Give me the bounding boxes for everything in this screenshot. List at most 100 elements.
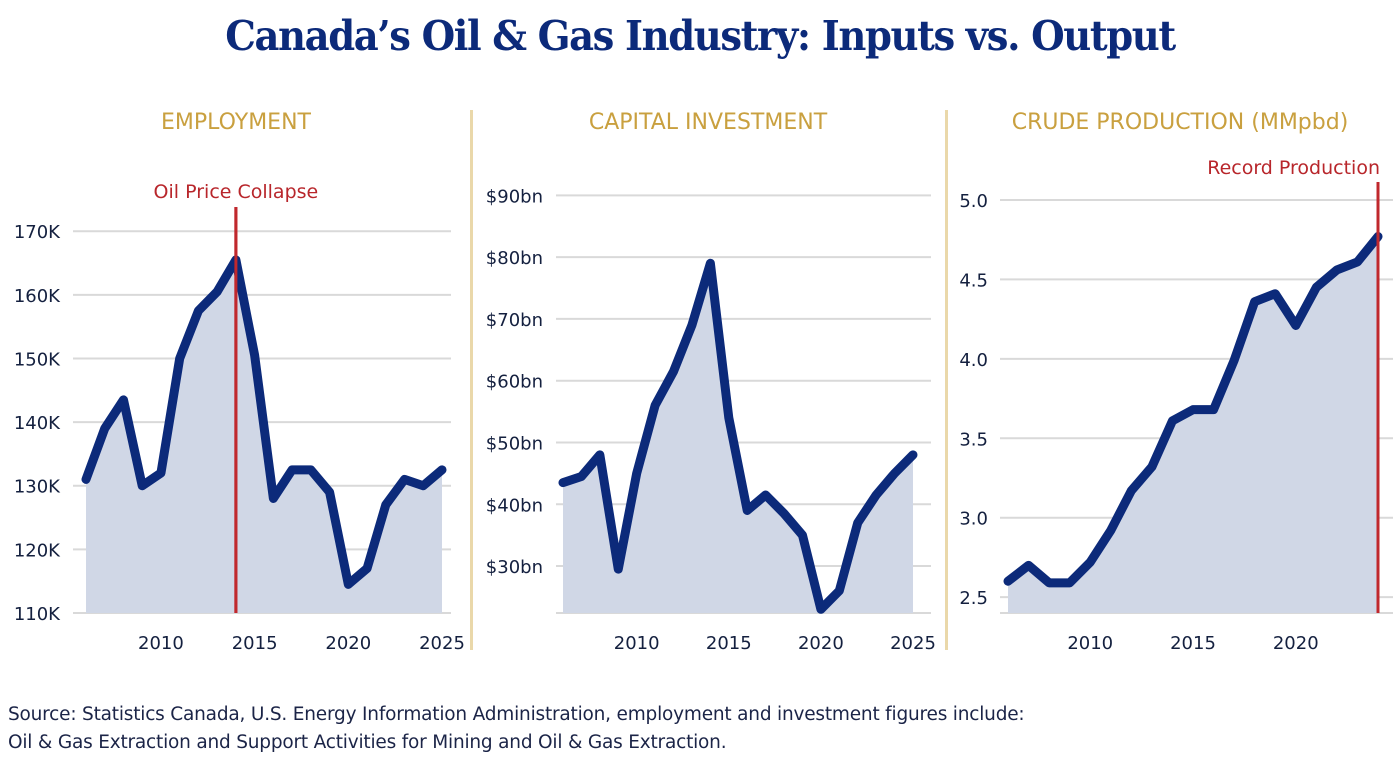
data-point [1274, 292, 1277, 295]
data-point [1233, 359, 1236, 362]
annotation-label: Record Production [1207, 157, 1380, 179]
data-point [1192, 408, 1194, 411]
data-point [1007, 580, 1009, 583]
data-point [178, 357, 181, 360]
data-point [1315, 286, 1318, 289]
data-point [197, 309, 200, 312]
data-point [1356, 260, 1359, 263]
data-point [709, 262, 712, 265]
panel-divider [470, 110, 473, 650]
x-tick-label: 2020 [325, 633, 371, 654]
data-point [253, 354, 256, 357]
data-point [635, 472, 638, 475]
data-point [783, 512, 786, 515]
chart-title: Canada’s Oil & Gas Industry: Inputs vs. … [225, 12, 1176, 60]
crude-production-panel-title: CRUDE PRODUCTION (MMpbd) [1011, 110, 1349, 135]
data-point [672, 370, 675, 373]
y-tick-label: 2.5 [959, 588, 988, 609]
capital-investment-chart: $30bn $40bn $50bn $60bn $70bn $80bn $90bn 2010 2… [486, 186, 936, 654]
y-tick-label: 120K [14, 540, 61, 561]
y-tick-label: $90bn [486, 186, 543, 207]
employment-panel-title: EMPLOYMENT [161, 110, 311, 135]
data-point [727, 416, 730, 419]
data-point [1253, 300, 1256, 303]
data-point [103, 427, 106, 430]
x-tick-label: 2015 [232, 633, 278, 654]
y-tick-label: 4.0 [959, 350, 988, 371]
data-point [562, 481, 564, 484]
y-tick-label: $70bn [486, 310, 543, 331]
data-point [1212, 408, 1215, 411]
y-tick-label: 160K [14, 286, 61, 307]
data-point [912, 453, 914, 456]
data-point [291, 468, 294, 471]
data-point [141, 484, 144, 487]
data-point [654, 404, 657, 407]
y-tick-label: $40bn [486, 495, 543, 516]
x-tick-label: 2020 [798, 633, 844, 654]
data-point [159, 472, 162, 475]
data-point [403, 478, 406, 481]
data-point [1171, 419, 1174, 422]
series-line [558, 258, 918, 614]
data-point [1109, 529, 1112, 532]
data-point [1068, 581, 1071, 584]
x-tick-label: 2020 [1273, 633, 1319, 654]
x-tick-label: 2010 [1067, 633, 1113, 654]
data-point [441, 468, 443, 471]
data-point [819, 608, 822, 611]
data-point [328, 491, 331, 494]
data-point [1294, 324, 1297, 327]
data-point [746, 509, 749, 512]
y-tick-label: 150K [14, 349, 61, 370]
x-tick-label: 2015 [706, 633, 752, 654]
data-point [1089, 561, 1092, 564]
y-tick-label: $30bn [486, 557, 543, 578]
y-tick-label: 110K [14, 604, 61, 625]
y-tick-label: 3.0 [959, 509, 988, 530]
data-point [384, 503, 387, 506]
data-point [366, 567, 369, 570]
source-note: Source: Statistics Canada, U.S. Energy I… [8, 701, 1025, 757]
x-tick-label: 2025 [419, 633, 465, 654]
data-point [838, 589, 841, 592]
y-tick-label: 5.0 [959, 191, 988, 212]
data-point [1048, 581, 1051, 584]
source-line-1: Source: Statistics Canada, U.S. Energy I… [8, 704, 1025, 725]
data-point [875, 493, 878, 496]
y-tick-label: $80bn [486, 248, 543, 269]
data-point [122, 398, 125, 401]
data-point [690, 324, 693, 327]
data-point [598, 453, 601, 456]
x-tick-label: 2015 [1170, 633, 1216, 654]
data-point [801, 534, 804, 537]
data-point [422, 484, 425, 487]
x-tick-label: 2010 [138, 633, 184, 654]
data-point [85, 478, 87, 481]
source-line-2: Oil & Gas Extraction and Support Activit… [8, 732, 727, 753]
data-point [309, 468, 312, 471]
capital-investment-panel-title: CAPITAL INVESTMENT [588, 110, 828, 135]
x-tick-label: 2010 [614, 633, 660, 654]
data-point [1335, 268, 1338, 271]
data-point [893, 472, 896, 475]
area-fill [1008, 236, 1378, 614]
data-point [272, 497, 275, 500]
data-point [580, 475, 583, 478]
data-point [1150, 465, 1153, 468]
data-point [1130, 489, 1133, 492]
data-point [1027, 564, 1030, 567]
data-point [216, 290, 219, 293]
data-point [764, 493, 767, 496]
panel-divider [945, 110, 948, 650]
x-tick-label: 2025 [890, 633, 936, 654]
y-tick-label: 170K [14, 222, 61, 243]
employment-chart: 110K 120K 130K 140K 150K 160K 170K Oil Price Co… [14, 181, 465, 654]
y-tick-label: 4.5 [959, 270, 988, 291]
annotation-label: Oil Price Collapse [154, 181, 319, 203]
crude-production-chart: 2.5 3.0 3.5 4.0 4.5 5.0 Record Production 2010 2… [959, 157, 1393, 654]
data-point [856, 521, 859, 524]
series-line [81, 255, 447, 589]
y-tick-label: $50bn [486, 433, 543, 454]
